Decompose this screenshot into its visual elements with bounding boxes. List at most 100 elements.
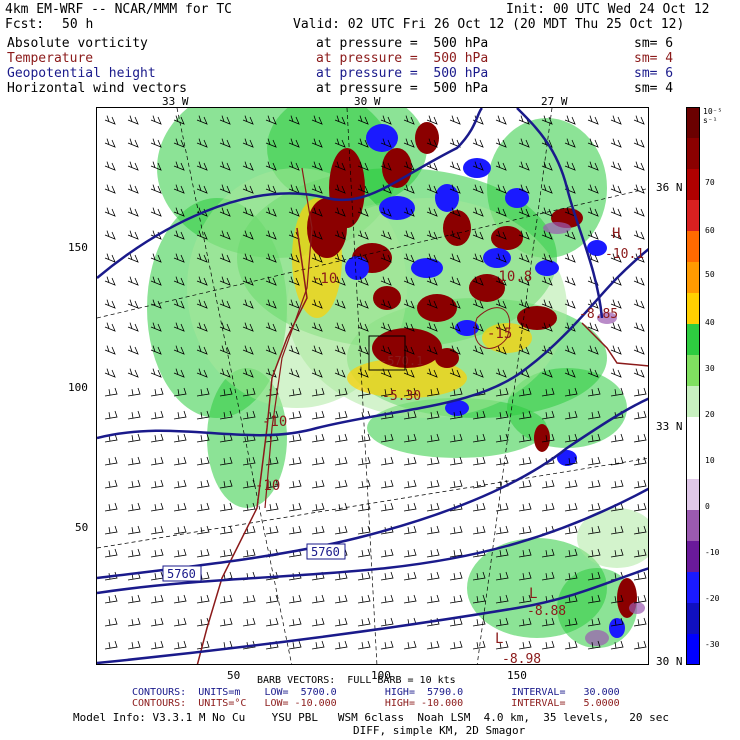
wind-barb	[288, 345, 300, 355]
wind-barb	[196, 230, 208, 240]
wind-barb	[104, 548, 118, 558]
wind-barb	[587, 184, 599, 194]
wind-barb	[403, 456, 417, 466]
wind-barb	[403, 230, 415, 240]
wind-barb	[380, 345, 392, 355]
wind-barb	[633, 479, 647, 489]
wind-barb	[196, 253, 208, 263]
wind-barb	[518, 640, 532, 650]
wind-barb	[150, 433, 164, 443]
wind-barb	[518, 502, 532, 512]
wind-barb	[104, 410, 118, 420]
wind-barb	[587, 617, 601, 627]
wind-barb	[610, 617, 624, 627]
wind-barb	[449, 345, 461, 355]
wind-barb	[449, 207, 461, 217]
wind-barb	[564, 115, 576, 125]
wind-barb	[633, 207, 645, 217]
wind-barb	[380, 322, 392, 332]
wind-barb	[219, 230, 231, 240]
wind-barb	[564, 617, 578, 627]
wind-barb	[610, 433, 624, 443]
longitude-label: 30 W	[354, 95, 381, 108]
wind-barb	[518, 617, 532, 627]
wind-barb	[196, 345, 208, 355]
field-pressure: at pressure = 500 hPa	[316, 81, 489, 96]
vorticity-shade-blue	[411, 258, 443, 278]
wind-barb	[357, 115, 369, 125]
wind-barb	[265, 456, 279, 466]
wind-barb	[564, 276, 576, 286]
wind-barb	[426, 640, 440, 650]
wind-barb	[633, 230, 645, 240]
colorbar-tick-label: 40	[705, 318, 715, 327]
colorbar-tick-label: -10	[705, 548, 720, 557]
latlon-gridline	[97, 188, 648, 319]
vorticity-shade-blue	[535, 260, 559, 276]
wind-barb	[219, 479, 233, 489]
temp-contour-info: CONTOURS: UNITS=°C LOW= -10.000 HIGH= -1…	[132, 698, 620, 709]
wind-barb	[541, 115, 553, 125]
wind-barb	[127, 456, 141, 466]
wind-barb	[196, 322, 208, 332]
latlon-gridline	[346, 108, 378, 664]
wind-barb	[219, 617, 233, 627]
wind-barb	[426, 433, 440, 443]
wind-barb	[127, 640, 141, 650]
wind-barb	[495, 387, 509, 397]
wind-barb	[242, 548, 256, 558]
wind-barb	[219, 161, 231, 171]
temperature-contour-label: -10	[312, 271, 337, 287]
wind-barb	[311, 138, 323, 148]
wind-barb	[541, 368, 553, 378]
wind-barb	[334, 640, 348, 650]
wind-barb	[403, 502, 417, 512]
wind-barb	[610, 161, 622, 171]
wind-barb	[173, 502, 187, 512]
wind-barb	[311, 276, 323, 286]
wind-barb	[495, 594, 509, 604]
wind-barb	[472, 594, 486, 604]
wind-barb	[127, 368, 139, 378]
wind-barb	[311, 115, 323, 125]
wind-barb	[449, 594, 463, 604]
wind-barb	[288, 640, 302, 650]
wind-barb	[150, 138, 162, 148]
wind-barb	[587, 502, 601, 512]
wind-barb	[403, 387, 417, 397]
wind-barb	[127, 617, 141, 627]
wind-barb	[196, 525, 210, 535]
wind-barb	[242, 345, 254, 355]
wind-barb	[265, 502, 279, 512]
wind-barb	[518, 594, 532, 604]
wind-barb	[334, 571, 348, 581]
height-contour	[97, 108, 483, 279]
wind-barb	[150, 502, 164, 512]
wind-barb	[541, 640, 555, 650]
wind-barb	[334, 433, 348, 443]
wind-barb	[265, 161, 277, 171]
wind-barb	[311, 322, 323, 332]
wind-barb	[127, 161, 139, 171]
wind-barb	[357, 640, 371, 650]
wind-barb	[127, 345, 139, 355]
wind-barb	[587, 345, 599, 355]
wind-barb	[357, 161, 369, 171]
wind-barb	[173, 594, 187, 604]
wind-barb	[127, 322, 139, 332]
wind-barb	[104, 594, 118, 604]
colorbar-frame	[686, 107, 700, 665]
wind-barb	[449, 115, 461, 125]
colorbar-swatch	[686, 448, 700, 480]
wind-barb	[357, 456, 371, 466]
wind-barb	[380, 502, 394, 512]
wind-barb	[173, 115, 185, 125]
wind-barb	[265, 479, 279, 489]
wind-barb	[104, 617, 118, 627]
wind-barb	[587, 479, 601, 489]
wind-barb	[403, 410, 417, 420]
wind-barb	[357, 502, 371, 512]
wind-barb	[610, 322, 622, 332]
wind-barb	[380, 161, 392, 171]
wind-barb	[380, 138, 392, 148]
